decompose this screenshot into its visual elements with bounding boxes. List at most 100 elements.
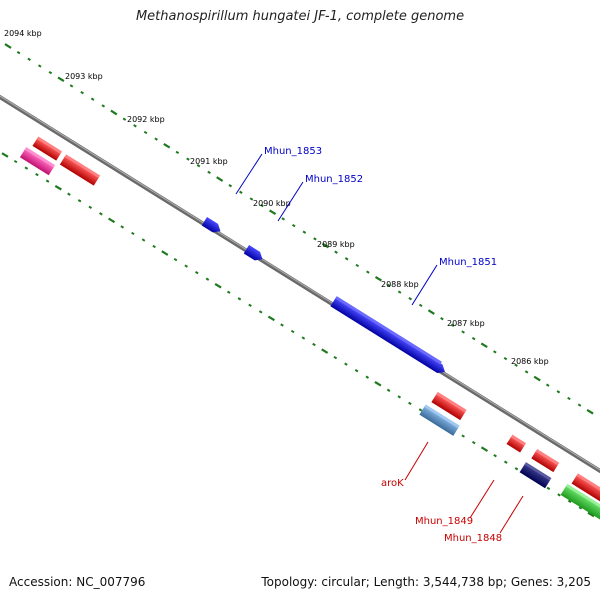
outer-scale-minor-tick: [344, 257, 349, 261]
accession-text: Accession: NC_007796: [9, 575, 146, 589]
outer-scale-major-tick: [480, 342, 488, 349]
gene-forward-red-4[interactable]: [506, 434, 526, 453]
inner-scale-minor-tick: [333, 355, 338, 360]
outer-scale-minor-tick: [186, 157, 190, 161]
outer-scale-minor-tick: [440, 317, 444, 321]
outer-scale-minor-tick: [281, 217, 286, 221]
inner-scale-major-tick: [1, 152, 9, 158]
inner-scale-minor-tick: [397, 395, 402, 399]
outer-scale-minor-tick: [291, 223, 296, 228]
gene-mhun-1853[interactable]: [201, 216, 223, 236]
inner-scale-minor-tick: [173, 257, 178, 262]
outer-scale-minor-tick: [514, 363, 518, 367]
outer-scale-minor-tick: [461, 330, 465, 334]
outer-scale-minor-tick: [408, 297, 413, 301]
inner-scale-minor-tick: [408, 401, 412, 406]
outer-scale-minor-tick: [418, 303, 423, 308]
inner-scale-minor-tick: [120, 225, 125, 229]
inner-scale-minor-tick: [365, 375, 370, 379]
kbp-label-2086: 2086 kbp: [511, 357, 549, 366]
outer-scale-major-tick: [110, 109, 118, 116]
inner-scale-minor-tick: [67, 192, 71, 196]
gene-label-mhun-1853[interactable]: Mhun_1853: [264, 146, 322, 157]
gene-forward-red-1[interactable]: [32, 136, 63, 161]
outer-scale-minor-tick: [48, 70, 53, 75]
map-title: Methanospirillum hungatei JF-1, complete…: [135, 9, 465, 24]
outer-scale-minor-tick: [101, 104, 106, 108]
outer-tick-scale: [4, 43, 594, 415]
inner-scale-minor-tick: [152, 244, 156, 249]
outer-scale-minor-tick: [471, 336, 476, 341]
outer-scale-major-tick: [322, 242, 330, 249]
gene-forward-red-6[interactable]: [571, 473, 600, 503]
outer-scale-minor-tick: [207, 170, 211, 175]
topology-summary: Topology: circular; Length: 3,544,738 bp…: [261, 575, 591, 589]
inner-scale-minor-tick: [237, 297, 242, 301]
gene-forward-red-5[interactable]: [531, 449, 560, 473]
outer-scale-minor-tick: [249, 197, 254, 201]
callout-line-mhun-1853: [235, 153, 263, 195]
gene-reverse-pink-1[interactable]: [19, 147, 56, 176]
outer-scale-minor-tick: [355, 263, 360, 268]
inner-scale-minor-tick: [35, 172, 39, 177]
genome-backbone: [0, 94, 600, 474]
gene-label-arok[interactable]: aroK: [381, 478, 404, 489]
outer-scale-minor-tick: [556, 390, 561, 394]
outer-scale-minor-tick: [90, 97, 95, 101]
gene-mhun-1848[interactable]: [560, 483, 600, 522]
callout-line-mhun-1848: [499, 495, 524, 534]
callout-line-arok: [404, 441, 429, 481]
kbp-label-2091: 2091 kbp: [190, 157, 228, 166]
outer-scale-minor-tick: [366, 270, 370, 274]
inner-scale-minor-tick: [567, 499, 572, 504]
outer-scale-minor-tick: [143, 130, 148, 135]
gene-mhun-1852[interactable]: [243, 244, 265, 264]
gene-label-mhun-1848[interactable]: Mhun_1848: [444, 533, 502, 544]
gene-arok[interactable]: [419, 404, 460, 436]
gene-label-mhun-1852[interactable]: Mhun_1852: [305, 174, 363, 185]
outer-scale-minor-tick: [450, 323, 455, 327]
outer-scale-major-tick: [427, 309, 435, 315]
inner-scale-minor-tick: [578, 506, 583, 510]
outer-scale-minor-tick: [302, 230, 307, 234]
inner-scale-minor-tick: [99, 212, 103, 216]
inner-scale-minor-tick: [280, 323, 284, 327]
inner-scale-minor-tick: [290, 329, 295, 334]
inner-scale-minor-tick: [205, 277, 210, 281]
outer-scale-minor-tick: [37, 64, 42, 68]
kbp-label-2087: 2087 kbp: [447, 319, 485, 328]
kbp-label-2089: 2089 kbp: [317, 240, 355, 249]
inner-scale-minor-tick: [471, 440, 476, 445]
inner-scale-major-tick: [321, 348, 329, 354]
outer-scale-minor-tick: [503, 356, 508, 361]
outer-scale-minor-tick: [334, 250, 338, 254]
inner-scale-minor-tick: [45, 179, 50, 183]
inner-scale-major-tick: [374, 380, 382, 387]
outer-scale-major-tick: [4, 43, 12, 49]
kbp-label-2093: 2093 kbp: [65, 72, 103, 81]
outer-scale-minor-tick: [545, 383, 550, 387]
gene-forward-red-3[interactable]: [431, 391, 467, 421]
gene-mhun-1851[interactable]: [330, 296, 448, 376]
callout-line-mhun-1852: [277, 181, 304, 222]
gene-label-mhun-1851[interactable]: Mhun_1851: [439, 257, 497, 268]
inner-scale-minor-tick: [514, 467, 519, 471]
gene-label-mhun-1849[interactable]: Mhun_1849: [415, 516, 473, 527]
outer-scale-major-tick: [163, 142, 171, 149]
inner-scale-minor-tick: [301, 336, 306, 340]
inner-scale-minor-tick: [258, 310, 263, 314]
gene-forward-red-2[interactable]: [59, 154, 101, 186]
outer-scale-minor-tick: [122, 117, 127, 121]
outer-scale-minor-tick: [228, 184, 233, 188]
inner-scale-major-tick: [587, 511, 595, 518]
inner-scale-minor-tick: [131, 231, 135, 236]
kbp-label-2088: 2088 kbp: [381, 280, 419, 289]
outer-scale-major-tick: [374, 275, 382, 282]
inner-scale-minor-tick: [461, 434, 465, 438]
inner-scale-minor-tick: [24, 166, 29, 170]
gene-mhun-1849[interactable]: [519, 462, 552, 489]
outer-scale-minor-tick: [567, 396, 571, 401]
outer-scale-major-tick: [533, 375, 541, 382]
outer-scale-minor-tick: [16, 51, 21, 55]
